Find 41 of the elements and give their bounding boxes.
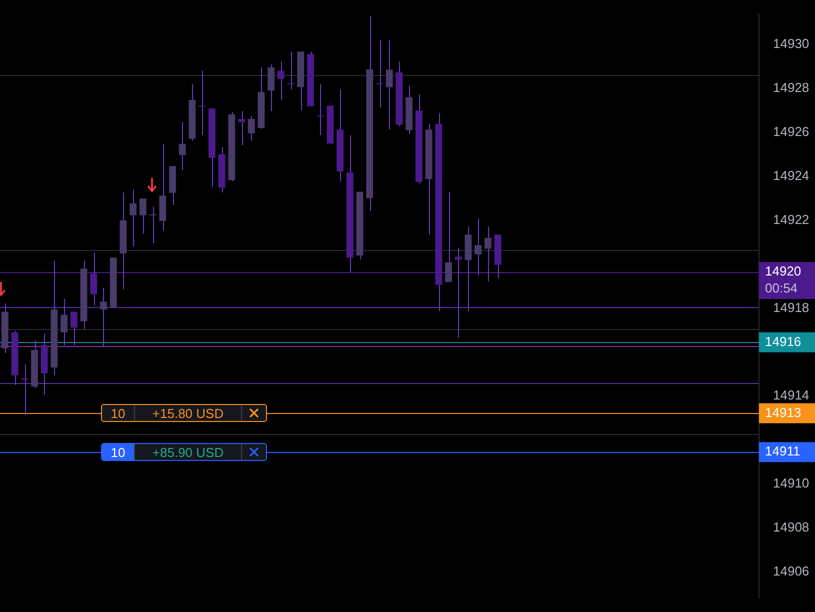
candlestick xyxy=(268,64,275,112)
y-tick-label: 14908 xyxy=(773,519,810,534)
y-tick-label: 14918 xyxy=(773,300,810,315)
candlestick xyxy=(21,364,28,416)
y-tick-label: 14906 xyxy=(773,563,810,578)
candlestick xyxy=(100,287,107,348)
candlestick xyxy=(149,206,156,244)
candlestick xyxy=(60,298,68,346)
order-tag: 10 +85.90 USD xyxy=(101,443,267,462)
candlestick xyxy=(287,51,294,90)
candlestick xyxy=(484,226,492,282)
candlestick xyxy=(198,70,206,136)
ref-line-label: 14920 xyxy=(765,264,802,279)
y-tick-label: 14924 xyxy=(773,168,810,183)
y-tick-label: 14910 xyxy=(773,476,810,491)
y-tick-label: 14926 xyxy=(773,124,810,140)
candlestick xyxy=(238,110,245,146)
ref-line-label: 14916 xyxy=(765,334,802,349)
y-tick-label: 14930 xyxy=(773,36,810,52)
candlestick xyxy=(139,198,146,234)
text: 00:54 xyxy=(765,280,798,296)
candlestick xyxy=(386,40,393,130)
order-tag: 10 +15.80 USD xyxy=(101,404,267,422)
candlestick xyxy=(445,191,452,283)
candlestick xyxy=(277,61,284,100)
ref-line-label: 14913 xyxy=(765,404,802,420)
candlestick xyxy=(376,40,383,108)
candlestick xyxy=(70,311,78,346)
annotation: +85.90 USD xyxy=(135,444,242,460)
candlestick xyxy=(474,218,482,276)
y-tick-label: 14914 xyxy=(773,388,810,403)
candlestick xyxy=(130,189,137,247)
y-tick-label: 14922 xyxy=(773,212,810,227)
ref-line-label: 14911 xyxy=(765,444,800,459)
annotation: 10 xyxy=(102,405,135,422)
candlestick xyxy=(178,122,186,171)
annotation: 10 xyxy=(102,444,135,460)
candlestick xyxy=(316,84,324,136)
candlestick xyxy=(248,116,255,142)
y-tick-label: 14928 xyxy=(773,80,810,96)
annotation: +15.80 USD xyxy=(135,405,242,422)
